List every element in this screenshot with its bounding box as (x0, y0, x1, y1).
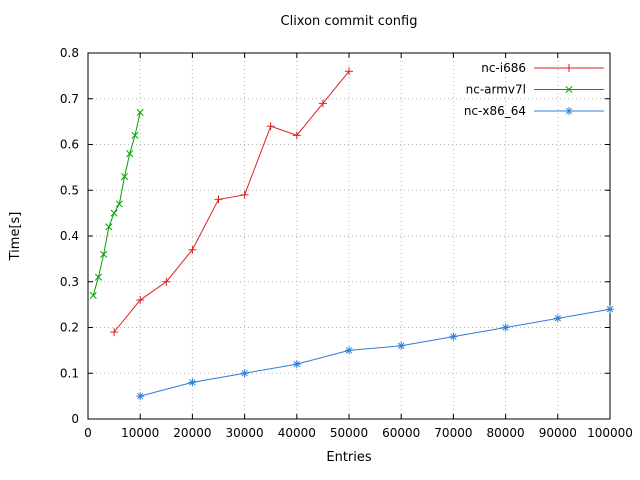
legend-label: nc-i686 (481, 61, 526, 75)
legend-item-nc-x86_64: nc-x86_64 (464, 104, 604, 118)
x-tick-label: 40000 (278, 426, 316, 440)
x-tick-label: 0 (84, 426, 92, 440)
y-axis-label: Time[s] (8, 211, 23, 261)
y-tick-label: 0.2 (60, 321, 79, 335)
legend-label: nc-x86_64 (464, 104, 526, 118)
x-tick-label: 10000 (121, 426, 159, 440)
series-line (113, 70, 350, 333)
x-tick-label: 90000 (539, 426, 577, 440)
y-tick-label: 0.7 (60, 92, 79, 106)
legend-sample-marker (565, 107, 573, 115)
grid (87, 52, 611, 420)
x-tick-label: 80000 (487, 426, 525, 440)
legend-item-nc-i686: nc-i686 (481, 61, 604, 75)
y-tick-label: 0.1 (60, 366, 79, 380)
x-tick-labels: 0 10000 20000 30000 40000 50000 60000 70000 8000… (84, 426, 633, 440)
series-line (140, 308, 611, 397)
y-tick-label: 0.6 (60, 138, 79, 152)
x-tick-label: 50000 (330, 426, 368, 440)
series-nc-i686 (110, 67, 353, 337)
x-tick-label: 30000 (226, 426, 264, 440)
x-tick-label: 70000 (434, 426, 472, 440)
series-markers (89, 108, 144, 300)
series-line (92, 112, 141, 296)
legend: nc-i686 nc-armv7l nc-x86_64 (464, 61, 604, 118)
x-tick-label: 20000 (173, 426, 211, 440)
legend-sample-marker (565, 64, 573, 72)
legend-item-nc-armv7l: nc-armv7l (466, 83, 604, 97)
x-tick-label: 100000 (587, 426, 633, 440)
y-tick-label: 0.4 (60, 229, 79, 243)
y-tick-label: 0.3 (60, 275, 79, 289)
series-nc-armv7l (89, 108, 144, 300)
tick-marks (87, 52, 611, 420)
series-nc-x86_64 (136, 305, 614, 401)
x-tick-label: 60000 (382, 426, 420, 440)
series-markers (136, 305, 614, 401)
series-markers (110, 67, 353, 337)
y-tick-label: 0.8 (60, 46, 79, 60)
y-tick-labels: 0 0.1 0.2 0.3 0.4 0.5 0.6 0.7 0.8 (60, 46, 79, 426)
legend-label: nc-armv7l (466, 83, 526, 97)
y-tick-label: 0 (71, 412, 79, 426)
y-tick-label: 0.5 (60, 183, 79, 197)
chart-title: Clixon commit config (280, 14, 418, 29)
legend-sample-marker (565, 85, 573, 94)
x-axis-label: Entries (326, 450, 372, 465)
